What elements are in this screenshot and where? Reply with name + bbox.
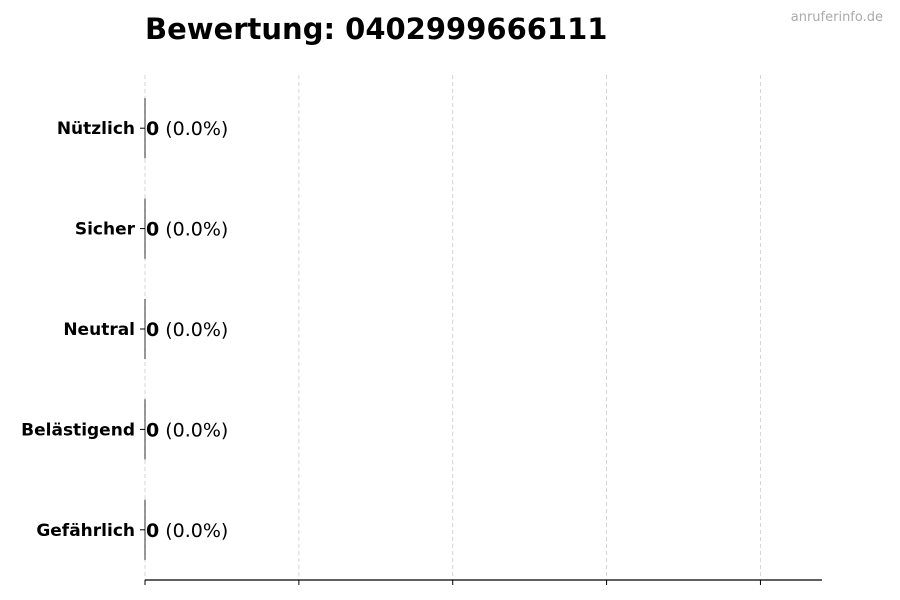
value-label: 0 (146, 520, 159, 542)
y-tick-label: Nützlich (57, 119, 135, 139)
data-label: 0 (0.0%) (146, 520, 228, 542)
percent-label: (0.0%) (165, 219, 228, 241)
data-label: 0 (0.0%) (146, 319, 228, 341)
percent-label: (0.0%) (165, 520, 228, 542)
y-tick-label: Neutral (63, 320, 135, 340)
percent-label: (0.0%) (165, 419, 228, 441)
value-label: 0 (146, 319, 159, 341)
percent-label: (0.0%) (165, 319, 228, 341)
data-label: 0 (0.0%) (146, 219, 228, 241)
watermark: anruferinfo.de (790, 10, 883, 25)
value-label: 0 (146, 219, 159, 241)
percent-label: (0.0%) (165, 118, 228, 140)
y-tick-label: Sicher (75, 220, 136, 240)
y-tick-label: Gefährlich (36, 521, 135, 541)
chart-title: Bewertung: 0402999666111 (145, 12, 608, 46)
value-label: 0 (146, 118, 159, 140)
y-tick-label: Belästigend (21, 420, 135, 440)
value-label: 0 (146, 419, 159, 441)
data-label: 0 (0.0%) (146, 118, 228, 140)
data-label: 0 (0.0%) (146, 419, 228, 441)
